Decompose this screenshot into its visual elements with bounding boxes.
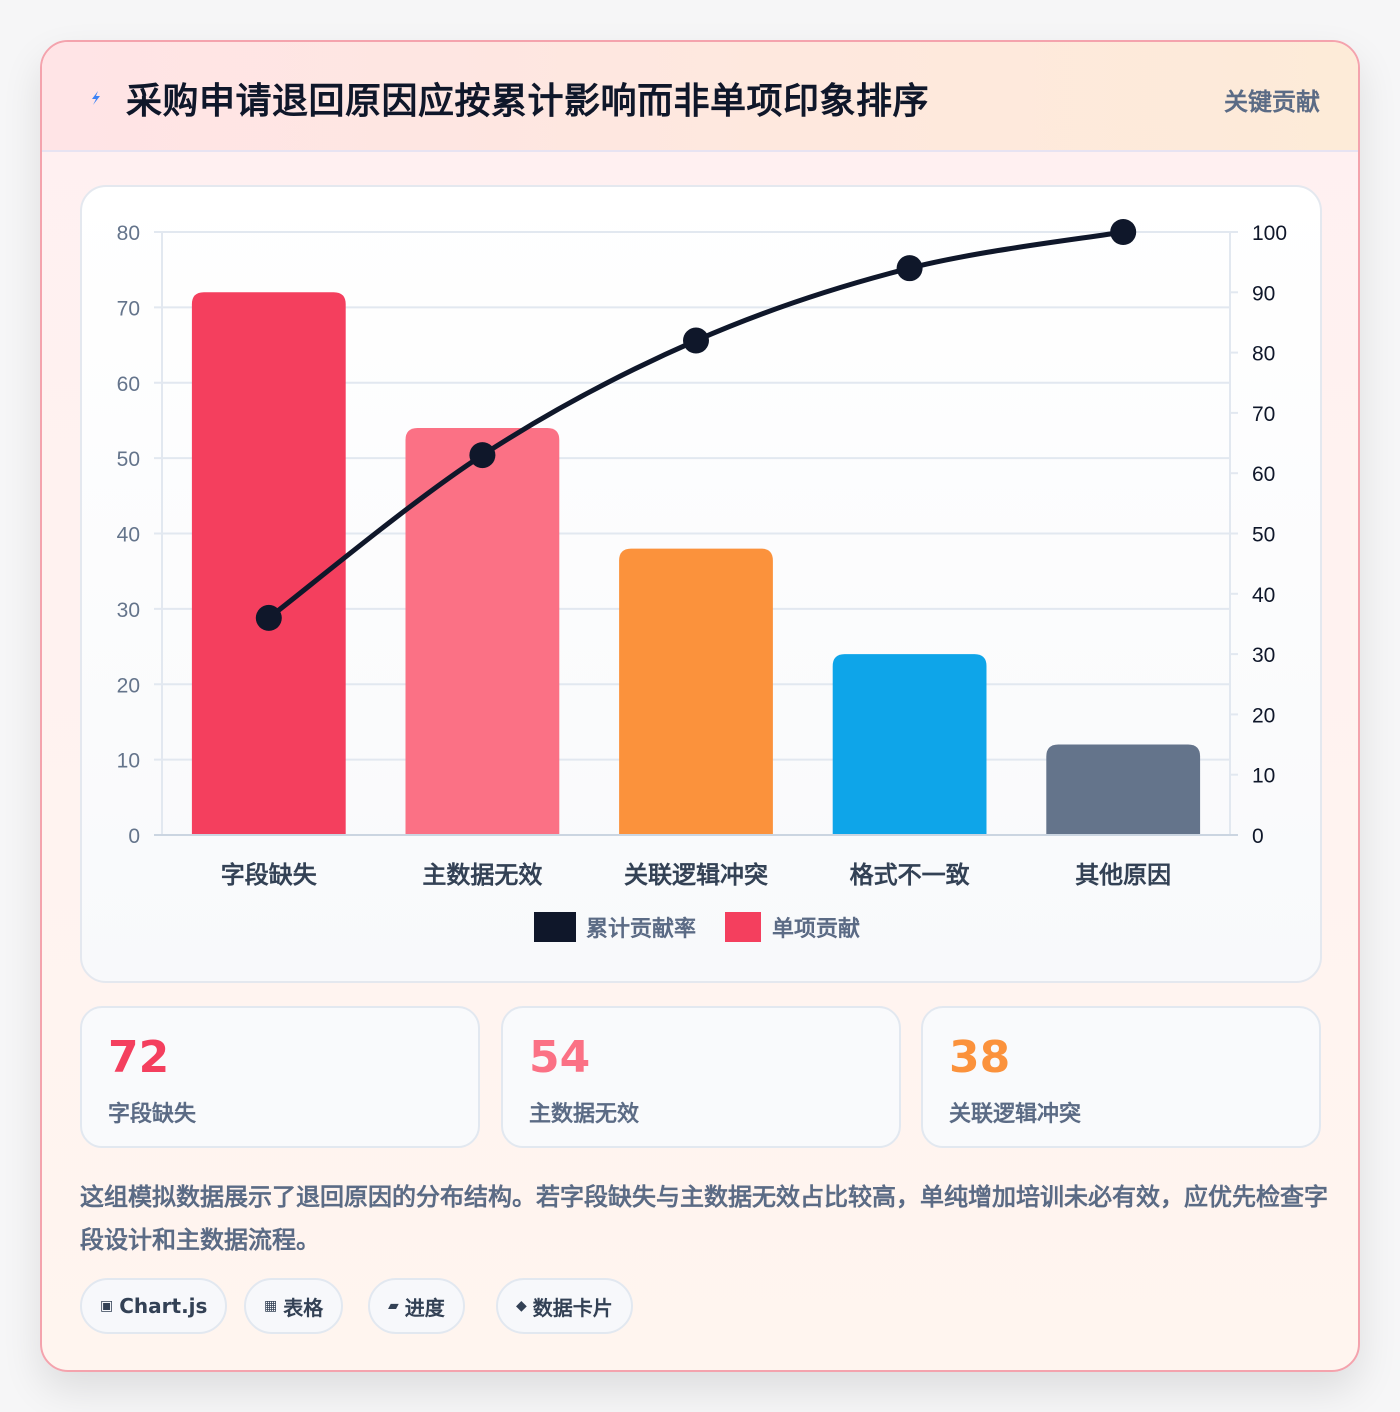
legend-swatch-cumulative: [534, 912, 576, 942]
tag-label: Chart.js: [119, 1294, 208, 1318]
cumulative-point-5: [1110, 219, 1137, 245]
description-text: 这组模拟数据展示了退回原因的分布结构。若字段缺失与主数据无效占比较高，单纯增加培…: [80, 1183, 1328, 1254]
tag-progress[interactable]: ▰ 进度: [368, 1278, 465, 1334]
bar-2: [405, 427, 560, 835]
chart-icon: ▣: [100, 1298, 114, 1314]
stat-card-1: 72 字段缺失: [80, 1006, 480, 1148]
cumulative-point-3: [683, 327, 709, 354]
chart-panel: 0 10 20 30 40 50 60 70 80 0 10 20 30 40 50 60 70 80 90 100 字…: [80, 185, 1322, 983]
page-title: 采购申请退回原因应按累计影响而非单项印象排序: [126, 81, 930, 122]
x-tick-label: 关联逻辑冲突: [624, 861, 768, 889]
x-tick-label: 格式不一致: [850, 861, 971, 889]
y-right-tick-label: 10: [1252, 765, 1275, 788]
progress-icon: ▰: [388, 1298, 399, 1314]
tag-table[interactable]: ▦ 表格: [244, 1278, 344, 1334]
header-badge: 关键贡献: [1224, 88, 1320, 116]
y-left-tick-label: 40: [117, 524, 140, 547]
tag-data-card[interactable]: ◆ 数据卡片: [496, 1278, 633, 1334]
tag-chartjs[interactable]: ▣ Chart.js: [80, 1278, 228, 1334]
x-tick-label: 主数据无效: [422, 861, 542, 889]
card-header: 采购申请退回原因应按累计影响而非单项印象排序 关键贡献: [42, 42, 1358, 152]
bar-4: [832, 654, 987, 835]
stat-value: 54: [529, 1032, 591, 1083]
bar-1: [191, 292, 346, 835]
stat-label: 字段缺失: [108, 1102, 197, 1127]
tag-label: 数据卡片: [532, 1295, 613, 1320]
legend-label-cumulative: 累计贡献率: [586, 916, 696, 942]
legend-swatch-single: [725, 912, 761, 942]
stat-label: 主数据无效: [529, 1102, 640, 1127]
y-left-tick-label: 20: [117, 674, 140, 697]
y-left-tick-label: 50: [117, 448, 140, 471]
y-left-tick-label: 10: [117, 750, 140, 773]
y-left-tick-label: 0: [128, 825, 140, 848]
y-right-tick-label: 90: [1252, 282, 1275, 305]
lightning-bolt-icon: [92, 91, 100, 105]
y-right-tick-label: 50: [1252, 524, 1275, 547]
pareto-chart: 0 10 20 30 40 50 60 70 80 0 10 20 30 40 50 60 70 80 90 100 字…: [117, 219, 1287, 942]
stat-value: 38: [949, 1032, 1011, 1083]
x-tick-label: 字段缺失: [221, 861, 318, 889]
stat-card-2: 54 主数据无效: [501, 1006, 901, 1148]
table-icon: ▦: [264, 1298, 278, 1314]
y-right-tick-label: 0: [1252, 825, 1264, 848]
stat-label: 关联逻辑冲突: [949, 1102, 1082, 1127]
cumulative-point-4: [896, 255, 923, 282]
stat-value: 72: [108, 1032, 170, 1083]
legend-label-single: 单项贡献: [772, 916, 860, 942]
y-left-tick-label: 70: [117, 297, 140, 320]
bar-3: [619, 548, 773, 835]
y-right-tick-label: 60: [1252, 463, 1275, 486]
y-right-tick-label: 30: [1252, 644, 1275, 667]
y-right-tick-label: 40: [1252, 584, 1275, 607]
y-left-tick-label: 60: [117, 373, 140, 396]
stat-card-3: 38 关联逻辑冲突: [921, 1006, 1321, 1148]
y-right-tick-label: 70: [1252, 403, 1275, 426]
bar-5: [1046, 744, 1201, 835]
cumulative-point-1: [255, 604, 282, 631]
x-tick-label: 其他原因: [1075, 861, 1171, 889]
y-right-tick-label: 20: [1252, 704, 1275, 727]
y-left-tick-label: 30: [117, 599, 140, 622]
tag-label: 进度: [404, 1295, 445, 1320]
y-left-tick-label: 80: [117, 222, 140, 245]
cumulative-point-2: [469, 442, 496, 469]
report-card: 采购申请退回原因应按累计影响而非单项印象排序 关键贡献 0 10 20 30 40 50 6…: [40, 40, 1360, 1372]
diamond-icon: ◆: [516, 1298, 527, 1314]
y-right-tick-label: 80: [1252, 343, 1275, 366]
y-right-tick-label: 100: [1252, 222, 1287, 245]
tag-label: 表格: [283, 1295, 324, 1320]
